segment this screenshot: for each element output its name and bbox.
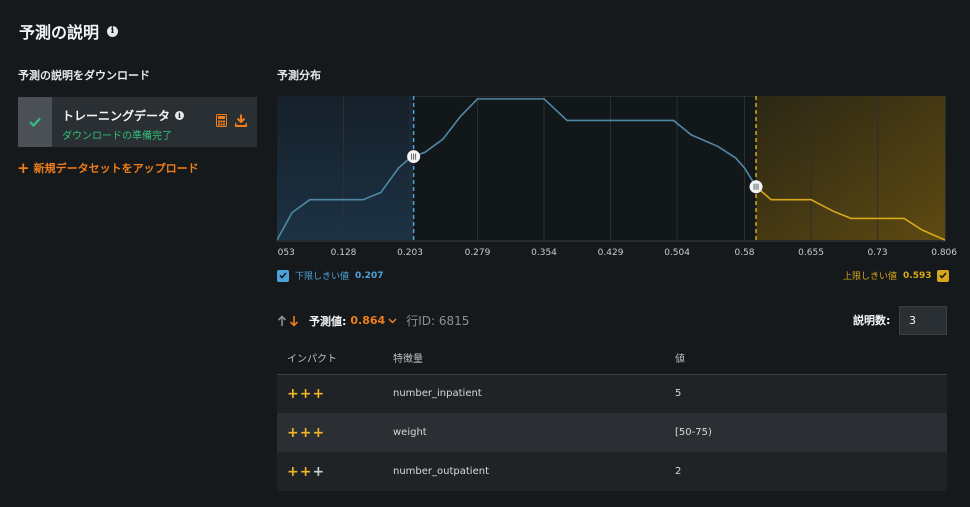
table-row: +++ weight [50-75) (277, 413, 947, 452)
page-title: 予測の説明 i (19, 19, 119, 43)
x-tick-label: 0.429 (598, 248, 624, 258)
upload-dataset-button[interactable]: + 新規データセットをアップロード (17, 160, 199, 176)
download-section-label: 予測の説明をダウンロード (18, 69, 150, 82)
upper-threshold-control[interactable]: 上限しきい値 0.593 (843, 269, 950, 282)
column-header-value[interactable]: 値 (675, 342, 947, 375)
x-tick-label: 0.279 (465, 248, 491, 258)
feature-cell: number_outpatient (393, 452, 675, 491)
impact-plus-icon: + (299, 385, 313, 402)
card-title-text: トレーニングデータ (62, 109, 171, 123)
impact-plus-icon: + (312, 463, 326, 480)
upper-region (756, 96, 945, 240)
table-row: +++ number_inpatient 5 (277, 374, 947, 413)
feature-cell: number_inpatient (393, 374, 675, 413)
distribution-line-lower (277, 98, 757, 241)
x-tick-label: 0.504 (664, 248, 690, 258)
impact-cell: +++ (277, 452, 393, 491)
feature-cell: weight (393, 413, 675, 452)
impact-cell: +++ (277, 374, 393, 413)
card-status: ダウンロードの準備完了 (62, 131, 172, 142)
plus-icon: + (17, 159, 30, 177)
lower-threshold-value: 0.207 (355, 270, 384, 281)
info-icon[interactable]: i (107, 25, 119, 37)
lower-threshold-handle[interactable] (407, 150, 421, 164)
impact-plus-icon: + (299, 424, 313, 441)
column-header-impact[interactable]: インパクト (277, 342, 393, 375)
impact-cell: +++ (277, 413, 393, 452)
x-tick-label: 0.053 (277, 248, 295, 258)
impact-plus-icon: + (312, 424, 326, 441)
page-title-text: 予測の説明 (19, 23, 100, 42)
upper-threshold-checkbox[interactable] (937, 269, 950, 282)
prediction-label: 予測値: (309, 314, 347, 328)
impact-plus-icon: + (287, 385, 300, 402)
value-cell: 5 (675, 374, 947, 413)
info-icon[interactable]: i (175, 111, 185, 120)
check-icon (939, 272, 948, 279)
prediction-distribution-chart: 0.053 0.128 0.203 0.279 0.354 0.429 0.504 0.58 0… (277, 96, 957, 258)
table-header-row: インパクト 特徴量 値 (277, 342, 947, 375)
x-tick-label: 0.806 (931, 248, 957, 258)
check-icon (29, 117, 41, 127)
value-cell: [50-75) (675, 413, 947, 452)
impact-plus-icon: + (287, 424, 300, 441)
x-tick-label: 0.73 (868, 248, 888, 258)
column-header-feature[interactable]: 特徴量 (393, 342, 675, 375)
upload-label: 新規データセットをアップロード (33, 162, 199, 175)
distribution-line-upper (755, 186, 946, 241)
prediction-value[interactable]: 0.864 (350, 314, 386, 327)
lower-threshold-label: 下限しきい値 (295, 272, 350, 282)
upper-threshold-label: 上限しきい値 (843, 272, 898, 282)
distribution-section-label: 予測分布 (277, 69, 321, 82)
x-tick-label: 0.203 (397, 248, 423, 258)
impact-plus-icon: + (312, 385, 326, 402)
lower-threshold-checkbox[interactable] (277, 269, 289, 282)
x-tick-label: 0.58 (734, 248, 754, 258)
training-data-card[interactable]: トレーニングデータ i ダウンロードの準備完了 (18, 97, 257, 147)
explanations-table: インパクト 特徴量 値 +++ number_inpatient 5 +++ w… (277, 342, 947, 491)
arrow-up-icon[interactable] (277, 314, 287, 327)
x-tick-label: 0.655 (798, 248, 824, 258)
x-tick-label: 0.354 (531, 248, 557, 258)
table-row: +++ number_outpatient 2 (277, 452, 947, 491)
upper-threshold-value: 0.593 (903, 270, 932, 281)
impact-plus-icon: + (287, 463, 300, 480)
card-title: トレーニングデータ i (62, 107, 216, 124)
arrow-down-icon[interactable] (289, 315, 299, 327)
calculator-icon[interactable] (216, 114, 227, 127)
lower-region (277, 96, 414, 240)
x-tick-label: 0.128 (331, 248, 357, 258)
prediction-row: 予測値: 0.864 行ID: 6815 (277, 312, 469, 329)
chevron-down-icon[interactable] (388, 317, 397, 324)
check-icon (279, 272, 287, 279)
explanation-count-input[interactable]: 3 (899, 306, 947, 335)
value-cell: 2 (675, 452, 947, 491)
explanation-count-label: 説明数: (853, 314, 891, 327)
lower-threshold-control[interactable]: 下限しきい値 0.207 (277, 269, 383, 282)
impact-plus-icon: + (299, 463, 313, 480)
ready-status (18, 97, 52, 147)
download-icon[interactable] (235, 114, 247, 127)
row-id: 行ID: 6815 (406, 314, 470, 328)
upper-threshold-handle[interactable] (749, 180, 763, 194)
